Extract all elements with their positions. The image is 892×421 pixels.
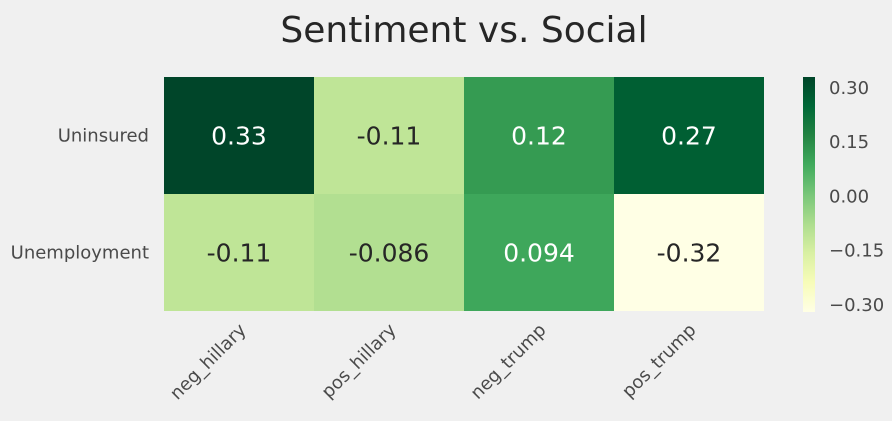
cell-value-label-1-0: -0.11 — [207, 239, 272, 268]
x-tick-label-1: pos_hillary — [318, 319, 401, 402]
cell-value-label-0-3: 0.27 — [661, 122, 717, 151]
colorbar-tick-label-4: −0.30 — [829, 295, 884, 316]
heatmap-cell-0-0 — [164, 77, 314, 194]
heatmap-cell-1-0 — [164, 194, 314, 311]
x-tick-label-3: pos_trump — [618, 320, 700, 402]
colorbar-gradient — [803, 77, 815, 312]
x-axis-tick-labels: neg_hillary pos_hillary neg_trump pos_trump — [166, 319, 700, 404]
colorbar-tick-label-2: 0.00 — [829, 186, 869, 207]
cell-value-label-0-1: -0.11 — [357, 122, 422, 151]
cell-value-label-1-1: -0.086 — [349, 239, 430, 268]
heatmap-cell-1-3 — [614, 194, 764, 311]
heatmap-cell-0-1 — [314, 77, 464, 194]
colorbar: 0.30 0.15 0.00 −0.15 −0.30 — [803, 77, 884, 316]
chart-title: Sentiment vs. Social — [280, 10, 647, 51]
heatmap-cell-1-1 — [314, 194, 464, 311]
cell-value-label-1-3: -0.32 — [657, 239, 722, 268]
heatmap-cell-0-2 — [464, 77, 614, 194]
x-tick-label-0: neg_hillary — [166, 319, 251, 404]
heatmap-cell-0-3 — [614, 77, 764, 194]
colorbar-tick-label-3: −0.15 — [829, 241, 884, 262]
heatmap-cells: 0.33 -0.11 0.12 0.27 -0.11 -0.086 0.094 -0.32 — [164, 77, 764, 311]
colorbar-tick-label-0: 0.30 — [829, 78, 869, 99]
x-tick-label-2: neg_trump — [467, 320, 551, 404]
y-tick-label-0: Uninsured — [58, 126, 149, 147]
y-axis-tick-labels: Uninsured Unemployment — [11, 126, 149, 264]
cell-value-label-0-0: 0.33 — [211, 122, 267, 151]
colorbar-tick-label-1: 0.15 — [829, 132, 869, 153]
heatmap-cell-1-2 — [464, 194, 614, 311]
y-tick-label-1: Unemployment — [11, 243, 149, 264]
cell-value-label-0-2: 0.12 — [511, 122, 567, 151]
cell-value-label-1-2: 0.094 — [503, 239, 575, 268]
